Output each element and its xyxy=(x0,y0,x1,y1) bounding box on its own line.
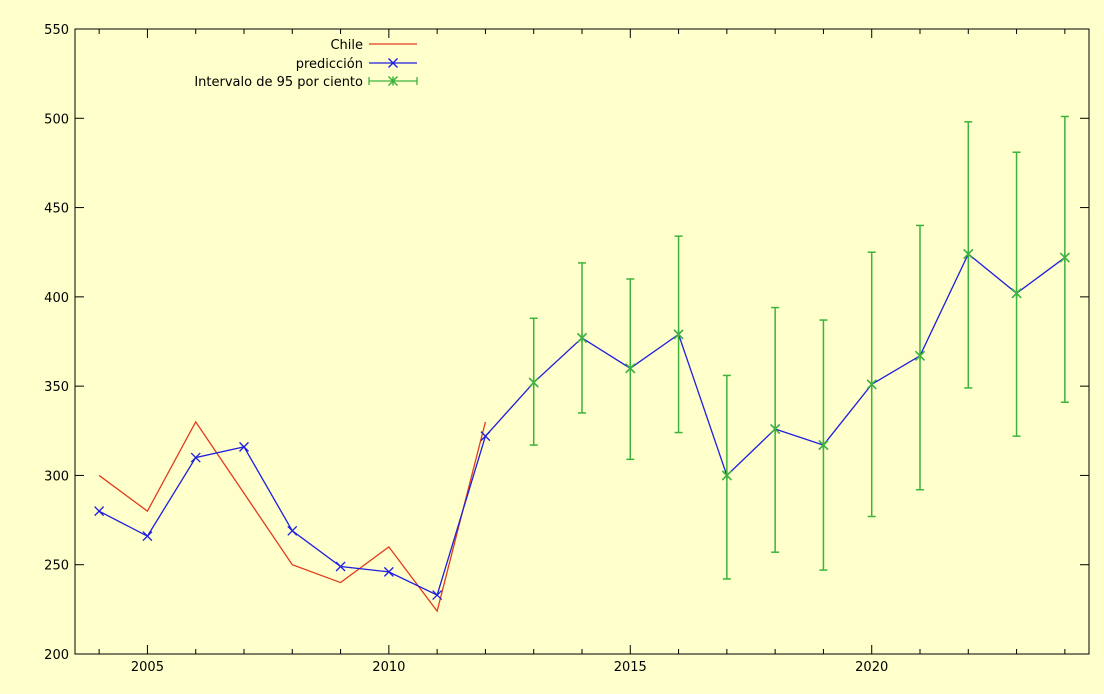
interval-point xyxy=(625,363,636,374)
chile-series-line xyxy=(98,420,487,613)
prediccion-point xyxy=(480,431,491,442)
marker-stroke xyxy=(480,431,491,442)
marker-stroke xyxy=(383,566,394,577)
interval-point xyxy=(1011,288,1022,299)
prediccion-point xyxy=(432,590,443,601)
y-tick-label: 200 xyxy=(44,648,69,663)
prediccion-point xyxy=(94,506,105,517)
interval-point xyxy=(963,248,974,260)
legend-entry-interval: Intervalo de 95 por ciento xyxy=(194,75,418,90)
x-tick-label: 2015 xyxy=(614,660,647,675)
marker-stroke xyxy=(432,590,443,601)
interval-point xyxy=(914,350,926,361)
marker-stroke xyxy=(287,525,298,536)
interval-point xyxy=(673,329,684,340)
marker-stroke xyxy=(94,506,105,517)
y-tick-label: 350 xyxy=(44,380,69,395)
y-tick-label: 300 xyxy=(44,469,69,484)
interval-point xyxy=(1059,252,1070,263)
x-tick-label: 2010 xyxy=(372,660,405,675)
prediccion-point xyxy=(383,566,394,577)
y-tick-label: 500 xyxy=(44,112,69,127)
x-tick-label: 2005 xyxy=(131,660,164,675)
prediccion-point xyxy=(142,531,153,542)
legend-label: Chile xyxy=(330,38,363,53)
legend-label: predicción xyxy=(296,57,363,72)
legend-label: Intervalo de 95 por ciento xyxy=(194,75,363,90)
marker-stroke xyxy=(239,441,249,452)
x-tick-label: 2020 xyxy=(855,660,888,675)
legend-marker xyxy=(388,58,398,68)
prediccion-point xyxy=(239,441,249,452)
prediccion-point xyxy=(287,525,298,536)
interval-point xyxy=(866,379,877,390)
marker-stroke xyxy=(190,452,201,463)
prediccion-point xyxy=(335,561,346,572)
prediccion-point xyxy=(190,452,201,463)
interval-point xyxy=(770,423,781,435)
interval-point xyxy=(818,440,829,451)
y-tick-label: 400 xyxy=(44,291,69,306)
marker-stroke xyxy=(142,531,153,542)
marker-stroke xyxy=(335,561,346,572)
y-tick-label: 450 xyxy=(44,202,69,217)
y-tick-label: 550 xyxy=(44,23,69,38)
legend: Chile predicción Intervalo de 95 por cient… xyxy=(194,38,418,90)
interval-point xyxy=(576,332,588,343)
interval-point xyxy=(528,377,539,388)
y-tick-label: 250 xyxy=(44,559,69,574)
legend-entry-prediccion: predicción xyxy=(296,57,417,72)
interval-point xyxy=(721,470,732,481)
legend-entry-chile: Chile xyxy=(330,38,417,53)
